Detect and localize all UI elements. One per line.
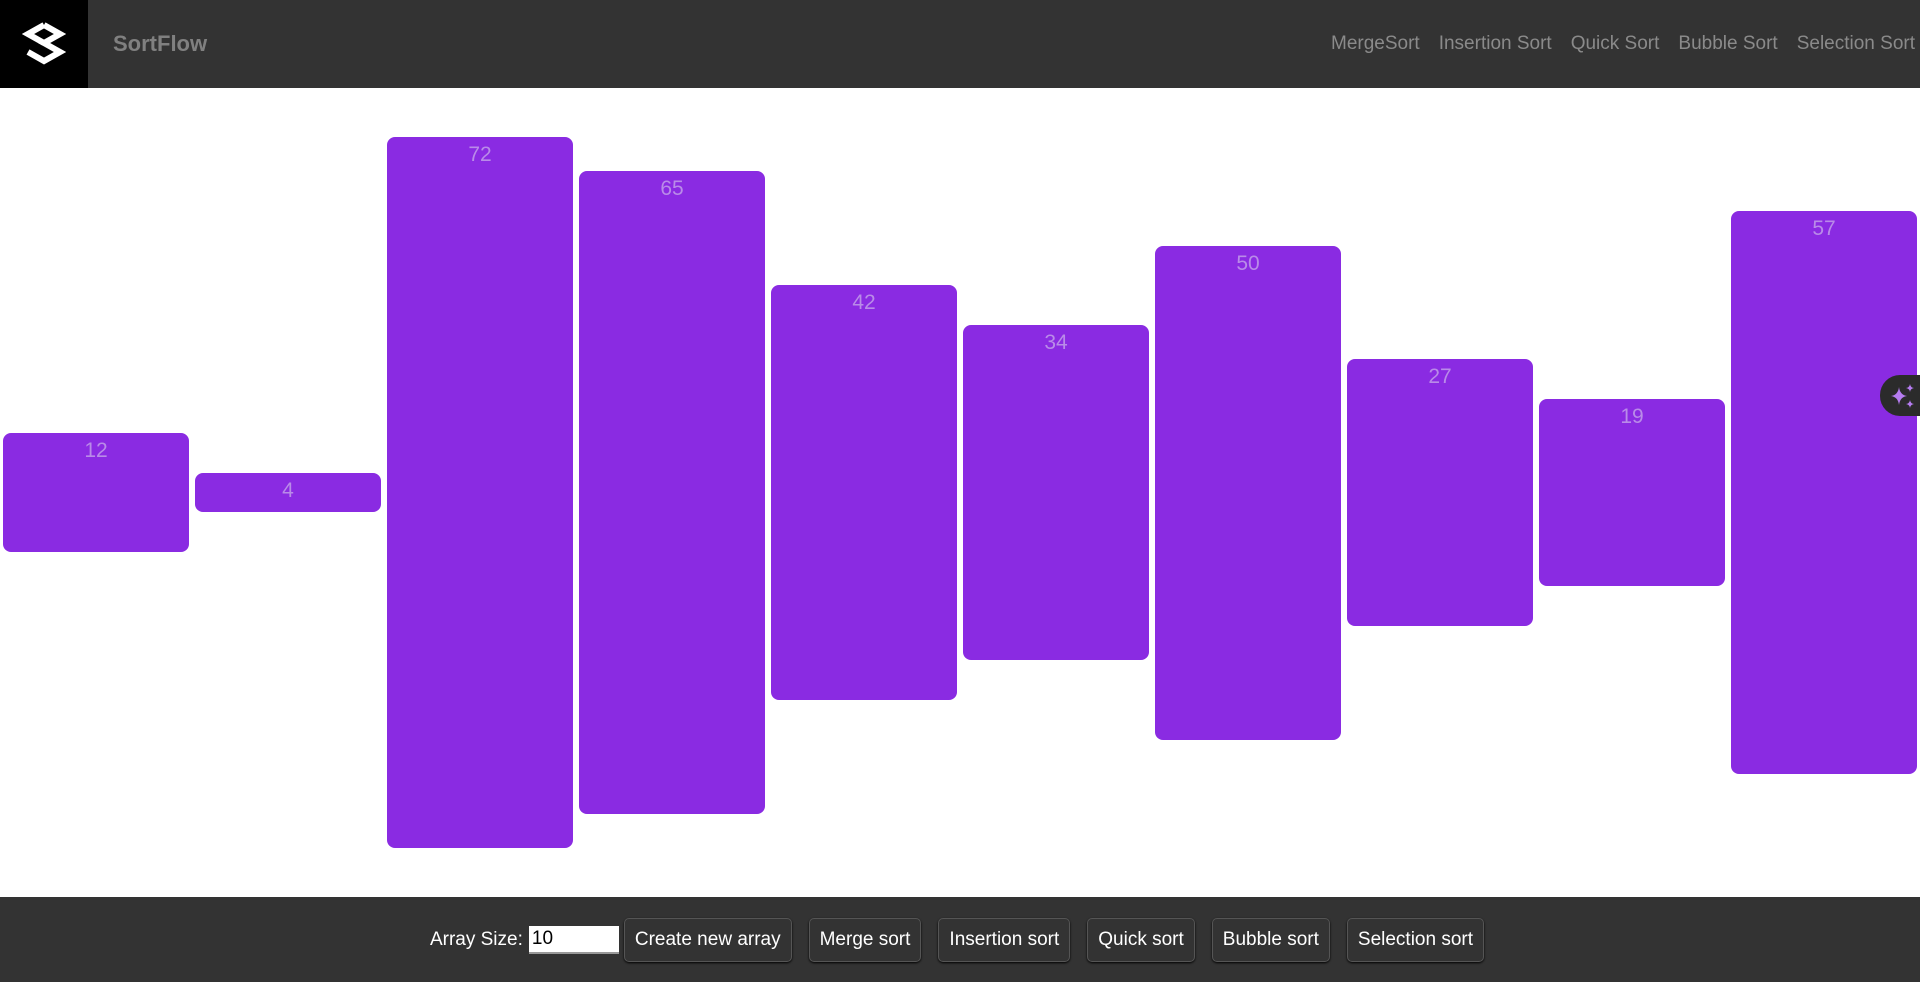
selection-sort-button[interactable]: Selection sort [1346,917,1485,962]
array-size-input[interactable] [528,925,619,954]
array-bar: 72 [387,136,573,849]
array-bar: 19 [1539,398,1725,587]
nav-merge-sort[interactable]: MergeSort [1331,33,1420,54]
array-bar: 50 [1155,245,1341,740]
nav-quick-sort[interactable]: Quick Sort [1570,33,1660,54]
brand-title[interactable]: SortFlow [113,31,208,56]
assistant-widget[interactable] [1880,375,1920,416]
insertion-sort-button[interactable]: Insertion sort [938,917,1071,962]
merge-sort-button[interactable]: Merge sort [808,917,922,962]
logo[interactable] [0,0,88,88]
quick-sort-button[interactable]: Quick sort [1087,917,1195,962]
nav-selection-sort[interactable]: Selection Sort [1796,33,1915,54]
bubble-sort-button[interactable]: Bubble sort [1211,917,1330,962]
array-bar: 57 [1731,210,1917,775]
array-visualization: 12 4 72 65 42 34 50 27 19 57 [0,88,1920,897]
create-new-array-button[interactable]: Create new array [623,917,792,962]
sparkles-icon [1891,383,1914,408]
array-size-control: Array Size: [429,925,619,954]
nav-insertion-sort[interactable]: Insertion Sort [1438,33,1552,54]
top-navbar: SortFlow MergeSort Insertion Sort Quick … [0,0,1920,88]
sortflow-logo-icon [22,22,66,65]
array-bar: 34 [963,324,1149,661]
array-bar: 65 [579,171,765,814]
array-bar: 42 [771,285,957,700]
array-bar: 27 [1347,359,1533,626]
array-bar: 4 [195,472,381,513]
nav-bubble-sort[interactable]: Bubble Sort [1678,33,1778,54]
array-bar: 12 [3,433,189,552]
control-bar: Array Size: Create new array Merge sort … [0,897,1920,982]
nav-links: MergeSort Insertion Sort Quick Sort Bubb… [1331,33,1920,55]
array-size-label: Array Size: [429,928,523,950]
